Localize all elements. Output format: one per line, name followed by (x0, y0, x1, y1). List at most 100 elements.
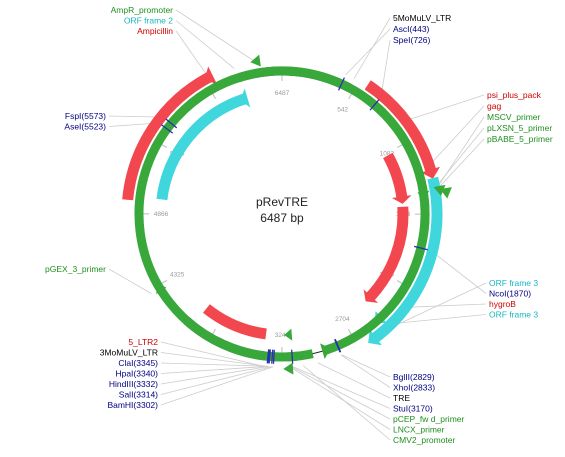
feature-cmv2-promoter (287, 349, 314, 362)
tick-mark (396, 280, 403, 285)
label-connector (433, 138, 485, 194)
label-ampicillin: Ampicillin (137, 26, 173, 36)
tick-mark (348, 93, 353, 100)
tick-mark (161, 144, 168, 148)
label-lncx-primer: LNCX_primer (393, 425, 445, 435)
feature-arrowhead (421, 166, 440, 179)
plasmid-name: pRevTRE (256, 195, 308, 209)
site-xhoi (334, 339, 341, 353)
label-plxsn-5-primer: pLXSN_5_primer (487, 123, 552, 133)
feature-5-ltr2 (202, 304, 267, 340)
label-hpai-3340: HpaI(3340) (115, 369, 158, 379)
site-fspi (165, 118, 178, 129)
label-connector (160, 366, 269, 385)
label-stui-3170: StuI(3170) (393, 404, 433, 414)
label-3momulv-ltr: 3MoMuLV_LTR (100, 348, 158, 358)
site-bamhi (272, 349, 275, 364)
label-hygrob: hygroB (489, 299, 516, 309)
label-orf-frame-3: ORF frame 3 (489, 310, 538, 320)
arrow-plxsn-5-primer (433, 184, 446, 196)
label-xhoi-2833: XhoI(2833) (393, 383, 435, 393)
label-connector (175, 30, 211, 80)
label-connector (341, 354, 391, 388)
label-connector (160, 352, 265, 367)
label-clai-3345: ClaI(3345) (118, 358, 158, 368)
arrow-lncx-primer (283, 362, 294, 375)
label-tre: TRE (393, 393, 410, 403)
tick-mark (161, 280, 168, 284)
site-hindiii (268, 349, 272, 364)
feature-arrowhead (363, 289, 379, 303)
arrow-mscv-primer (417, 190, 430, 201)
site-sali (271, 349, 274, 364)
feature-psi-plus-pack (364, 80, 437, 176)
label-connector (160, 366, 272, 395)
label-connector (291, 366, 391, 420)
site-hpai (267, 349, 270, 364)
feature-arrowhead (391, 195, 412, 204)
label-connector (433, 116, 485, 194)
tick-label: 1082 (380, 151, 395, 158)
label-connector (108, 268, 152, 294)
tick-label: 6487 (275, 90, 290, 97)
label-connector (432, 127, 485, 191)
label-connector (175, 9, 258, 64)
feature-tre (134, 66, 430, 362)
feature-arrowhead (204, 66, 218, 85)
arrow-ampr-promoter (250, 54, 261, 67)
label-connector (302, 365, 391, 441)
label-connector (160, 341, 259, 366)
tick-label: 4325 (170, 271, 185, 278)
label-5momulv-ltr: 5MoMuLV_LTR (393, 13, 451, 23)
label-5-ltr2: 5_LTR2 (128, 337, 158, 347)
feature-arrowhead (320, 343, 331, 359)
plasmid-size: 6487 bp (260, 211, 304, 225)
label-connector (160, 362, 267, 367)
label-gag: gag (487, 101, 501, 111)
label-connector (353, 17, 391, 80)
site-ncoi (413, 245, 428, 251)
arrow-pgex-3-primer (156, 283, 167, 295)
label-psi-plus-pack: psi_plus_pack (487, 90, 542, 100)
feature-arrowhead (368, 329, 382, 346)
tick-mark (396, 144, 403, 149)
feature-ampicillin (122, 72, 212, 201)
site-stui (291, 349, 294, 364)
label-asei-5523: AseI(5523) (64, 122, 106, 132)
label-cmv2-promoter: CMV2_promoter (393, 435, 456, 445)
site-clai (266, 349, 270, 364)
tick-label: 542 (337, 106, 348, 113)
label-connector (160, 365, 268, 374)
label-connector (345, 28, 391, 76)
label-fspi-5573: FspI(5573) (65, 111, 106, 121)
tick-mark (212, 93, 216, 100)
label-ncoi-1870: NcoI(1870) (489, 289, 531, 299)
label-connector (427, 105, 485, 168)
label-connector (403, 303, 487, 308)
tick-label: 3244 (275, 332, 290, 339)
label-connector (388, 314, 487, 325)
primer-arrows (156, 54, 452, 375)
tick-label: 4866 (154, 211, 169, 218)
feature-arcs (122, 66, 443, 362)
restriction-site-marks (161, 77, 428, 364)
feature-hygrob (364, 206, 409, 303)
feature-orf-frame-2 (156, 93, 247, 201)
label-connector (380, 39, 391, 98)
arrow-pbabe-5-primer (440, 187, 452, 199)
label-bglii-2829: BglII(2829) (393, 372, 435, 382)
site-spei (369, 99, 380, 111)
label-connector (430, 250, 487, 294)
label-pcep-fw-d-primer: pCEP_fw d_primer (393, 414, 465, 424)
label-bamhi-3302: BamHI(3302) (107, 400, 158, 410)
tick-mark (347, 329, 352, 335)
tick-label: 2704 (335, 316, 350, 323)
label-spei-726: SpeI(726) (393, 35, 430, 45)
label-connector (292, 366, 391, 409)
label-hindiii-3332: HindIII(3332) (109, 379, 158, 389)
label-orf-frame-2: ORF frame 2 (124, 16, 173, 26)
label-connector (341, 354, 391, 378)
label-sali-3314: SalI(3314) (119, 390, 158, 400)
